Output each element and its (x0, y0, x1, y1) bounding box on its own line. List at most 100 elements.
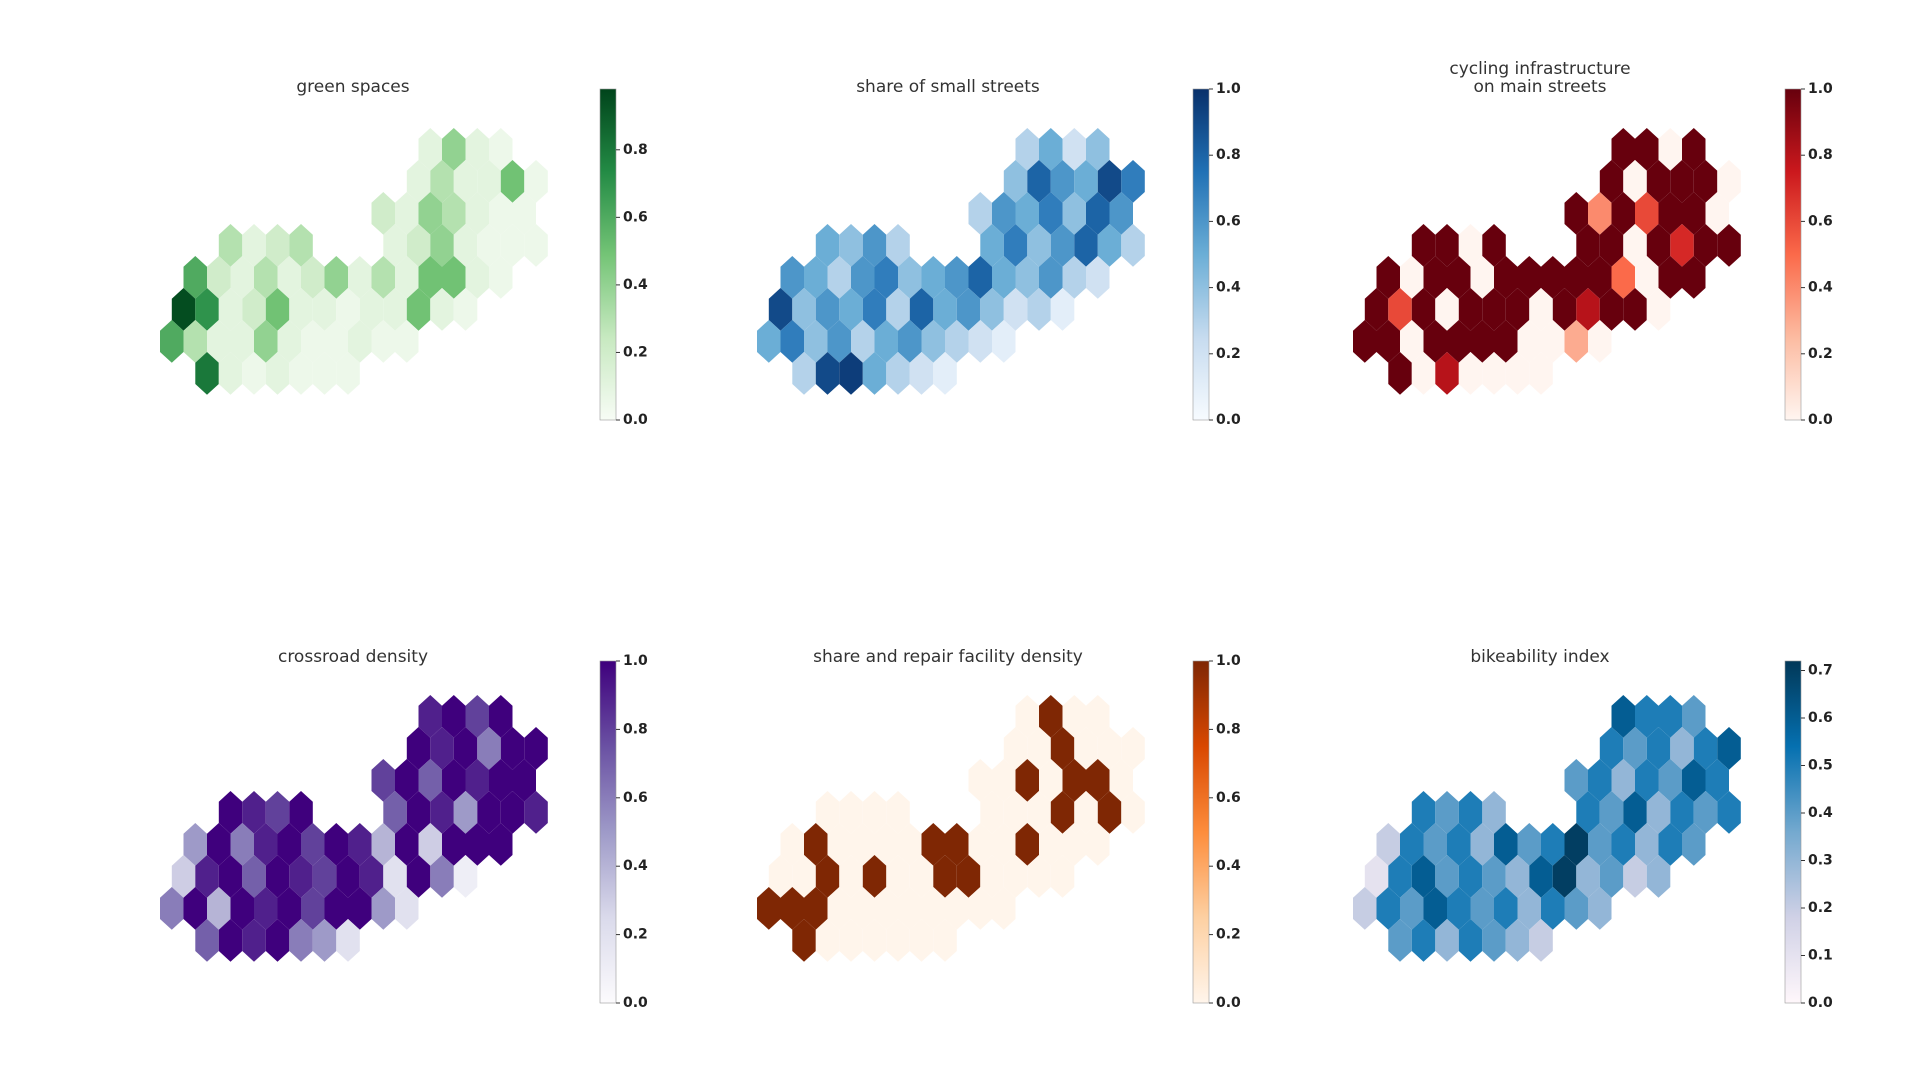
hex-cell (1458, 352, 1483, 395)
hex-cell (453, 224, 478, 267)
colorbar-tick-label: 0.2 (623, 927, 648, 943)
hex-cell (1599, 791, 1624, 834)
hex-cell (1364, 855, 1389, 898)
hex-cell (207, 887, 231, 930)
map-panel: bikeability index 0.0 0.1 0.2 0.3 0.4 0.5 0.6 0.… (1353, 647, 1833, 1011)
hex-cell (453, 791, 478, 834)
hex-cell (1505, 855, 1530, 898)
panel-title: green spaces (296, 77, 409, 97)
hex-cell (242, 919, 266, 962)
hex-cell (1074, 791, 1098, 834)
hex-cell (265, 224, 290, 267)
hex-cell (1682, 759, 1706, 802)
hex-cell (933, 288, 957, 331)
hex-cell (383, 288, 407, 331)
hex-cell (301, 256, 325, 299)
hex-cell (1693, 224, 1718, 267)
hex-cell (1588, 887, 1612, 930)
hex-cell (207, 256, 231, 299)
hex-cell (945, 320, 969, 363)
hex-cell (1658, 128, 1682, 171)
hex-cell (1039, 823, 1063, 866)
hex-cell (442, 759, 466, 802)
hex-cell (1517, 320, 1541, 363)
colorbar-tick-label: 0.6 (1216, 790, 1241, 806)
hex-cell (851, 823, 875, 866)
hex-cell (898, 887, 922, 930)
hex-cell (1658, 256, 1682, 299)
hex-cell (1015, 759, 1039, 802)
hex-cell (1470, 320, 1494, 363)
hex-cell (862, 855, 887, 898)
hex-cell (1494, 823, 1518, 866)
colorbar-tick-label: 0.6 (1808, 710, 1833, 726)
hex-cell (160, 887, 184, 930)
hex-cell (980, 224, 1004, 267)
hex-cell (1541, 320, 1565, 363)
panel-title: share of small streets (856, 77, 1040, 97)
colorbar-tick-label: 0.8 (1808, 147, 1833, 163)
hex-cell (1062, 695, 1086, 738)
hex-cell (1682, 128, 1706, 171)
hex-cell (442, 695, 466, 738)
hex-cell (348, 823, 372, 866)
colorbar-tick-label: 0.4 (1216, 858, 1241, 874)
hex-cell (1062, 128, 1086, 171)
hex-cell (956, 855, 981, 898)
colorbar (599, 88, 617, 421)
hex-cell (336, 855, 360, 898)
hex-cell (1693, 160, 1718, 203)
hex-cell (874, 256, 898, 299)
hex-cell (921, 320, 945, 363)
hex-cell (1423, 256, 1447, 299)
hex-cell (1400, 823, 1424, 866)
colorbar-tick-label: 0.4 (623, 858, 648, 874)
hex-cell (992, 192, 1016, 235)
hex-cell (1376, 256, 1400, 299)
hex-cell (1658, 192, 1682, 235)
hex-cell (1062, 759, 1086, 802)
hex-cell (1039, 192, 1063, 235)
hex-cell (1109, 759, 1133, 802)
hex-cell (1635, 192, 1659, 235)
panel-title: bikeability index (1470, 647, 1609, 667)
hex-cell (757, 320, 781, 363)
colorbar-tick-label: 0.0 (1216, 412, 1241, 428)
hex-cell (277, 256, 301, 299)
colorbar-tick-label: 0.2 (1808, 346, 1833, 362)
hex-cell (1097, 160, 1122, 203)
hex-cell (886, 919, 910, 962)
hex-cell (1670, 791, 1694, 834)
hex-cell (898, 823, 922, 866)
hex-cell (348, 887, 372, 930)
colorbar-tick-label: 0.0 (623, 412, 648, 428)
hex-cell (442, 256, 466, 299)
hex-cell (851, 887, 875, 930)
hex-cell (1599, 160, 1624, 203)
hex-cell (395, 192, 419, 235)
hex-cell (921, 887, 945, 930)
hex-cell (406, 791, 431, 834)
hex-cell (874, 320, 898, 363)
hex-cell (1003, 224, 1028, 267)
hex-cell (265, 855, 290, 898)
hex-cell (254, 256, 278, 299)
hex-cell (453, 727, 478, 770)
hex-cell (886, 288, 910, 331)
hex-cell (1529, 288, 1553, 331)
hex-cell (968, 887, 992, 930)
hex-cell (1458, 224, 1483, 267)
hex-cell (442, 192, 466, 235)
hex-cell (1423, 823, 1447, 866)
hex-cell (230, 887, 254, 930)
hex-cell (1027, 791, 1051, 834)
hex-cell (862, 791, 887, 834)
hex-cell (348, 320, 372, 363)
hex-cell (1015, 695, 1039, 738)
hex-cell (1588, 192, 1612, 235)
hex-cell (968, 256, 992, 299)
hex-cell (254, 887, 278, 930)
hex-cell (815, 224, 840, 267)
hex-cell (512, 759, 536, 802)
hex-cell (792, 919, 816, 962)
